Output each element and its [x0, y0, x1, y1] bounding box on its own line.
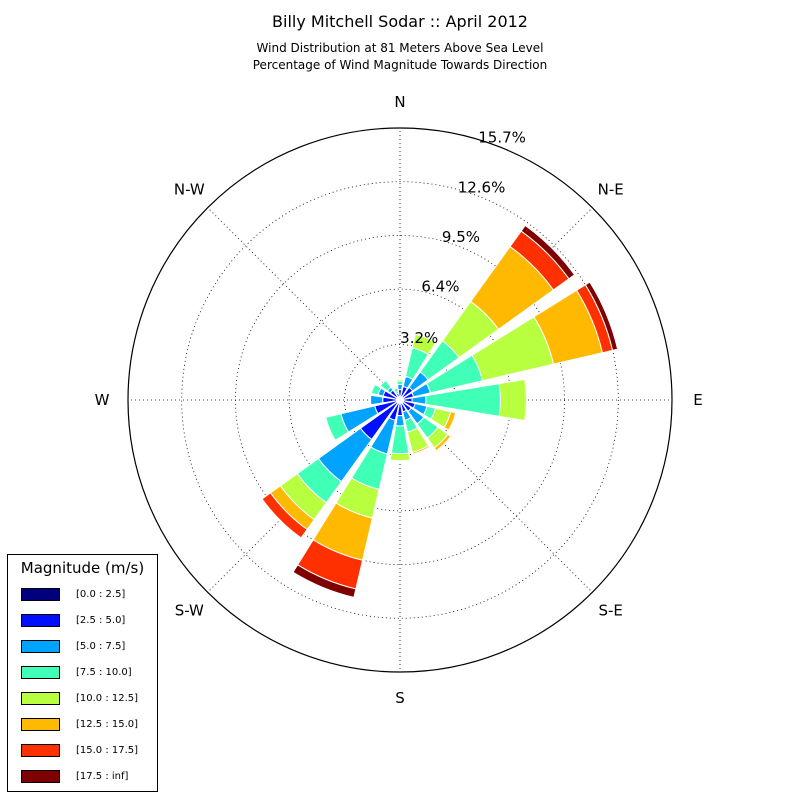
radial-tick-label: 12.6% — [458, 178, 506, 196]
wind-bar-nnw-3 — [392, 387, 399, 394]
legend-swatch — [21, 718, 60, 731]
legend-label: [5.0 : 7.5] — [76, 641, 126, 652]
radial-tick-label: 9.5% — [442, 228, 480, 246]
legend-label: [7.5 : 10.0] — [76, 667, 132, 678]
legend-swatch — [21, 692, 60, 705]
wind-bar-s-3 — [390, 425, 410, 455]
direction-label-s-w: S-W — [175, 602, 204, 620]
legend-label: [0.0 : 2.5] — [76, 589, 126, 600]
legend-label: [12.5 : 15.0] — [76, 719, 139, 730]
wind-bar-sse-5 — [411, 444, 430, 455]
legend-title: Magnitude (m/s) — [20, 559, 145, 577]
legend-label: [15.0 : 17.5] — [76, 745, 139, 756]
wind-bar-wsw-3 — [325, 413, 350, 441]
wind-bar-s-4 — [389, 452, 411, 462]
wind-bar-se-5 — [433, 433, 452, 452]
legend-swatch — [21, 640, 60, 653]
wind-bar-ene-7 — [584, 281, 619, 351]
direction-label-n: N — [394, 93, 405, 111]
radial-grid-circle — [235, 235, 565, 565]
chart-title: Billy Mitchell Sodar :: April 2012 — [272, 12, 528, 31]
direction-label-n-w: N-W — [174, 180, 205, 198]
legend-swatch — [21, 666, 60, 679]
wind-bar-ssw-7 — [292, 564, 357, 598]
radial-grid-circle — [181, 181, 619, 619]
legend-swatch — [21, 588, 60, 601]
direction-label-n-e: N-E — [598, 180, 624, 198]
radial-tick-label: 3.2% — [400, 329, 438, 347]
legend-label: [2.5 : 5.0] — [76, 615, 126, 626]
chart-subtitle-line2: Percentage of Wind Magnitude Towards Dir… — [252, 58, 548, 72]
direction-label-s: S — [395, 689, 405, 707]
wind-bar-w-2 — [370, 394, 384, 406]
radial-tick-label: 15.7% — [478, 129, 526, 147]
wind-bar-ese-5 — [443, 411, 457, 431]
direction-label-e: E — [693, 391, 702, 409]
bars-layer — [261, 224, 619, 598]
wind-bar-s-2 — [395, 414, 405, 427]
angular-grid-line — [399, 399, 593, 593]
labels-layer: N N-E E S-E S S-W W N-W 3.2% 6.4% 9.5% 12.6% 15.7% — [95, 93, 703, 707]
outer-frame-circle — [127, 127, 673, 673]
wind-bar-sw-6 — [261, 492, 308, 539]
wind-bar-wnw-3 — [370, 383, 382, 396]
wind-bar-n-4 — [396, 378, 404, 382]
legend-swatch — [21, 744, 60, 757]
chart-subtitle-line1: Wind Distribution at 81 Meters Above Sea… — [256, 41, 544, 55]
legend: Magnitude (m/s) [0.0 : 2.5] [2.5 : 5.0] … — [7, 554, 158, 792]
direction-label-s-e: S-E — [599, 602, 623, 620]
wind-bar-nw-3 — [379, 379, 392, 392]
wind-bar-ne-7 — [520, 224, 576, 280]
angular-grid-line — [207, 207, 401, 401]
radial-tick-label: 6.4% — [421, 278, 459, 296]
legend-swatch — [21, 770, 60, 783]
wind-bar-e-4 — [498, 378, 527, 422]
direction-label-w: W — [95, 391, 110, 409]
legend-label: [10.0 : 12.5] — [76, 693, 139, 704]
legend-label: [17.5 : inf] — [76, 771, 129, 782]
legend-swatch — [21, 614, 60, 627]
wind-bar-nne-4 — [411, 333, 437, 356]
wind-bar-n-2 — [396, 383, 404, 391]
